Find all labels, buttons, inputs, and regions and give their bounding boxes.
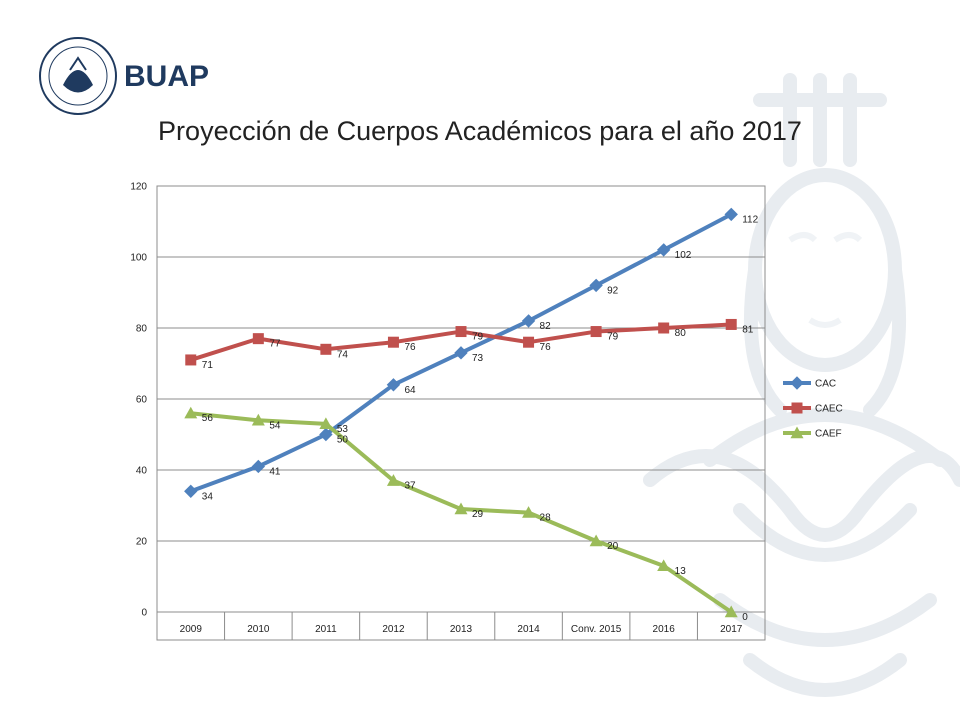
x-tick-label: 2016 (653, 624, 676, 635)
data-label: 76 (404, 342, 416, 353)
data-label: 74 (337, 349, 349, 360)
data-point (590, 326, 602, 338)
data-point (386, 378, 401, 392)
y-tick-label: 120 (130, 182, 147, 193)
data-point (658, 322, 670, 334)
data-point (454, 346, 468, 360)
x-tick-label: 2013 (450, 624, 473, 635)
data-point (455, 326, 467, 338)
x-axis: 2009 2010 2011 2012 2013 2014 Conv. 2015 2016 20… (180, 612, 743, 640)
data-label: 0 (742, 612, 748, 623)
data-point (184, 406, 198, 419)
legend-label: CAC (815, 379, 836, 390)
data-point (251, 459, 266, 474)
x-tick-label: 2017 (720, 624, 743, 635)
data-label: 54 (269, 420, 281, 431)
statue-watermark (643, 73, 960, 697)
data-point (725, 318, 737, 330)
y-tick-label: 80 (136, 324, 148, 335)
data-point (589, 278, 603, 293)
data-label: 37 (404, 481, 416, 492)
series-caec (185, 318, 737, 366)
data-labels: 34 41 50 64 73 82 92 102 112 71 77 74 76 79 76 79 80 81 56… (202, 214, 759, 623)
data-point (320, 343, 332, 355)
data-point (523, 336, 535, 348)
data-point (522, 506, 536, 518)
data-label: 79 (472, 332, 484, 343)
y-tick-label: 0 (141, 608, 147, 619)
data-point (184, 484, 198, 499)
data-label: 29 (472, 509, 484, 520)
x-tick-label: 2011 (315, 624, 337, 635)
series-cac (184, 207, 738, 499)
data-label: 81 (742, 324, 754, 335)
legend-item-cac: CAC (783, 376, 836, 390)
data-label: 56 (202, 413, 214, 424)
x-tick-label: 2014 (517, 624, 540, 635)
data-label: 41 (269, 466, 281, 477)
gridlines (157, 256, 765, 542)
data-point (521, 314, 536, 328)
data-label: 50 (337, 435, 349, 446)
data-point (724, 207, 738, 222)
data-point (656, 243, 671, 257)
data-label: 82 (540, 321, 552, 332)
data-point (724, 605, 738, 618)
university-seal (39, 37, 117, 115)
data-point (791, 402, 803, 414)
category-axis-box (156, 611, 766, 641)
series-caef (184, 406, 738, 618)
logo-wordmark: BUAP (124, 60, 209, 93)
data-label: 53 (337, 424, 349, 435)
legend: CAC CAEC CAEF (783, 376, 843, 440)
x-tick-label: 2012 (382, 624, 405, 635)
data-point (454, 502, 468, 515)
data-label: 34 (202, 491, 214, 502)
data-label: 112 (742, 214, 758, 225)
data-label: 76 (540, 342, 552, 353)
data-label: 71 (202, 360, 214, 371)
y-tick-label: 40 (136, 466, 148, 477)
y-tick-label: 60 (136, 395, 148, 406)
data-point (589, 534, 603, 547)
data-point (657, 559, 671, 572)
chart-title: Proyección de Cuerpos Académicos para el… (158, 116, 802, 146)
legend-label: CAEF (815, 429, 842, 440)
data-label: 28 (540, 513, 552, 524)
data-label: 77 (269, 339, 281, 350)
legend-label: CAEC (815, 404, 843, 415)
y-tick-label: 20 (136, 537, 148, 548)
data-point (790, 426, 804, 439)
buap-logo: BUAP (39, 37, 209, 115)
data-label: 64 (404, 385, 416, 396)
x-tick-label: Conv. 2015 (571, 624, 622, 635)
data-point (251, 413, 265, 426)
data-point (387, 336, 399, 348)
data-label: 79 (607, 332, 619, 343)
data-label: 102 (675, 250, 692, 261)
data-label: 73 (472, 353, 484, 364)
data-point (252, 333, 264, 345)
data-point (185, 354, 197, 366)
data-label: 20 (607, 541, 619, 552)
y-axis: 0 20 40 60 80 100 120 (130, 182, 147, 619)
data-label: 80 (675, 328, 687, 339)
data-label: 13 (675, 566, 687, 577)
data-point (790, 376, 804, 390)
data-label: 92 (607, 285, 619, 296)
data-point (386, 474, 400, 486)
legend-item-caec: CAEC (783, 402, 843, 415)
series-layer (184, 207, 738, 618)
legend-item-caef: CAEF (783, 426, 842, 440)
x-tick-label: 2010 (247, 624, 270, 635)
data-point (319, 427, 333, 442)
data-point (319, 417, 333, 430)
y-tick-label: 100 (130, 253, 147, 264)
x-tick-label: 2009 (180, 624, 203, 635)
